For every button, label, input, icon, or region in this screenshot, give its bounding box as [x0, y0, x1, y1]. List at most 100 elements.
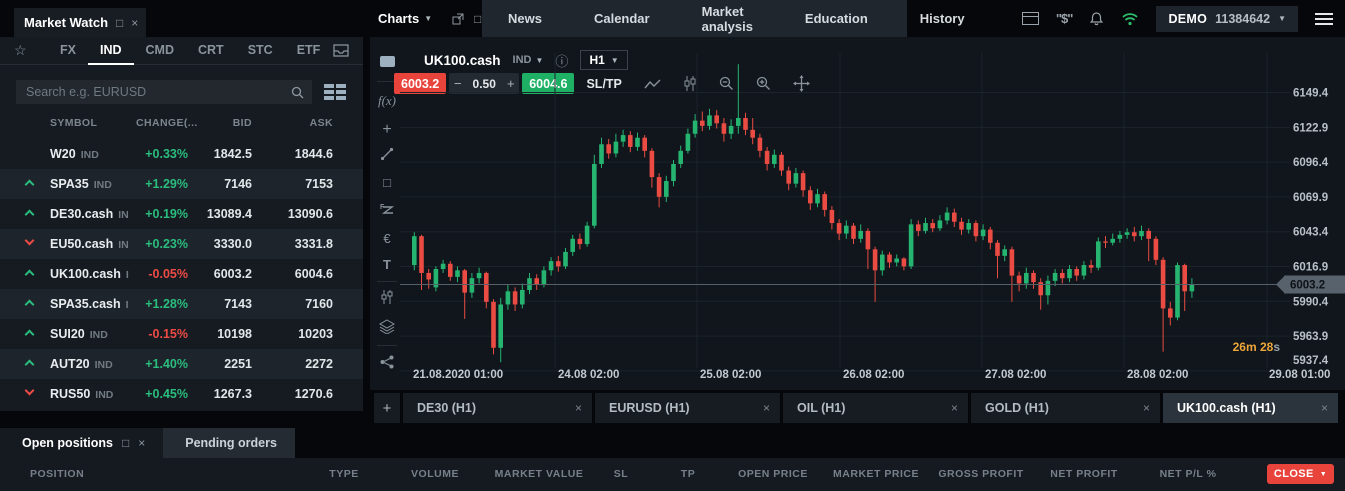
- fibonacci-icon[interactable]: F: [374, 203, 400, 219]
- chart-tab-oil[interactable]: OIL (H1) ×: [783, 393, 968, 423]
- ask-price[interactable]: 1844.6: [294, 147, 333, 161]
- ask-price[interactable]: 3331.8: [294, 237, 333, 251]
- bid-price[interactable]: 1267.3: [213, 387, 252, 401]
- bid-price[interactable]: 7146: [224, 177, 252, 191]
- tab-education[interactable]: Education: [804, 11, 868, 26]
- timeframe-selector[interactable]: H1 ▼: [580, 50, 628, 70]
- close-icon[interactable]: ×: [1142, 401, 1150, 415]
- sltp-button[interactable]: SL/TP: [586, 76, 622, 91]
- ask-price[interactable]: 13090.6: [287, 207, 333, 221]
- tab-stc[interactable]: STC: [247, 42, 273, 57]
- close-icon[interactable]: ×: [950, 401, 958, 415]
- close-icon[interactable]: ×: [762, 401, 770, 415]
- bid-price[interactable]: 3330.0: [213, 237, 252, 251]
- ask-price[interactable]: 1270.6: [294, 387, 333, 401]
- market-watch-window-tab[interactable]: Market Watch □ ×: [14, 8, 146, 37]
- tab-market-analysis[interactable]: Market analysis: [701, 3, 753, 34]
- trend-line-icon[interactable]: [374, 147, 400, 164]
- bid-price[interactable]: 2251: [224, 357, 252, 371]
- positions-header: CLOSE ▼ POSITION TYPE VOLUME MARKET VALUE SL…: [0, 458, 1345, 491]
- tab-fx[interactable]: FX: [60, 42, 76, 57]
- ask-price[interactable]: 10203: [298, 327, 333, 341]
- market-row-SPA35[interactable]: SPA35 IND +1.29% 7146 7153: [0, 169, 363, 199]
- chart-tab-de30[interactable]: DE30 (H1) ×: [403, 393, 592, 423]
- maximize-icon[interactable]: □: [116, 15, 124, 30]
- buy-button[interactable]: 6004.6: [522, 73, 575, 94]
- bid-price[interactable]: 10198: [217, 327, 252, 341]
- candlestick-chart[interactable]: 6149.4 6122.9 6096.4 6069.9 6043.4 6016.9 5990…: [400, 45, 1345, 390]
- pan-crosshair-icon[interactable]: [792, 75, 810, 92]
- market-row-EU50.cash[interactable]: EU50.cash IN +0.23% 3330.0 3331.8: [0, 229, 363, 259]
- tab-open-positions[interactable]: Open positions □ ×: [0, 428, 164, 458]
- text-tool-icon[interactable]: T: [383, 257, 391, 272]
- svg-text:F: F: [380, 204, 385, 211]
- bid-price[interactable]: 13089.4: [206, 207, 252, 221]
- ask-price[interactable]: 7160: [305, 297, 333, 311]
- chart-tab-uk100[interactable]: UK100.cash (H1) ×: [1163, 393, 1338, 423]
- market-row-SPA35.cash[interactable]: SPA35.cash I +1.28% 7143 7160: [0, 289, 363, 319]
- svg-text:6003.2: 6003.2: [1290, 280, 1325, 292]
- candle-settings-icon[interactable]: [374, 289, 400, 308]
- tab-history[interactable]: History: [919, 11, 965, 26]
- info-icon[interactable]: ⓘ: [555, 53, 569, 69]
- minus-button[interactable]: −: [453, 76, 462, 91]
- new-chart-button[interactable]: +: [374, 393, 400, 423]
- market-row-W20[interactable]: W20 IND +0.33% 1842.5 1844.6: [0, 139, 363, 169]
- ask-price[interactable]: 7153: [305, 177, 333, 191]
- ask-price[interactable]: 2272: [305, 357, 333, 371]
- add-icon[interactable]: +: [382, 121, 392, 138]
- maximize-icon[interactable]: □: [121, 436, 130, 450]
- close-all-button[interactable]: CLOSE ▼: [1267, 464, 1334, 484]
- market-watch-rows: W20 IND +0.33% 1842.5 1844.6 SPA35 IND +1.29% 71…: [0, 139, 363, 409]
- chart-tab-gold[interactable]: GOLD (H1) ×: [971, 393, 1160, 423]
- bid-price[interactable]: 6003.2: [213, 267, 252, 281]
- market-row-SUI20[interactable]: SUI20 IND -0.15% 10198 10203: [0, 319, 363, 349]
- tab-ind[interactable]: IND: [87, 37, 134, 65]
- zoom-in-icon[interactable]: [756, 76, 771, 91]
- chart-tab-eurusd[interactable]: EURUSD (H1) ×: [595, 393, 780, 423]
- tab-pending-orders[interactable]: Pending orders: [163, 428, 295, 458]
- account-selector[interactable]: DEMO 11384642 ▼: [1156, 5, 1298, 32]
- market-selector[interactable]: IND ▼: [512, 54, 544, 66]
- tab-crt[interactable]: CRT: [197, 42, 224, 57]
- ask-price[interactable]: 6004.6: [294, 267, 333, 281]
- charts-menu-button[interactable]: Charts ▼: [378, 11, 433, 26]
- maximize-icon[interactable]: □: [474, 11, 482, 26]
- price-alert-dollar-icon[interactable]: "$": [1055, 11, 1074, 26]
- close-icon[interactable]: ×: [138, 436, 146, 450]
- bid-price[interactable]: 1842.5: [213, 147, 252, 161]
- close-icon[interactable]: ×: [574, 401, 582, 415]
- indicators-icon[interactable]: f(x): [377, 93, 397, 108]
- market-row-DE30.cash[interactable]: DE30.cash IN +0.19% 13089.4 13090.6: [0, 199, 363, 229]
- bell-icon[interactable]: [1089, 11, 1104, 26]
- plus-button[interactable]: +: [506, 76, 515, 91]
- line-chart-icon[interactable]: [644, 78, 661, 90]
- shapes-icon[interactable]: □: [383, 175, 391, 190]
- chart-type-icon[interactable]: [374, 55, 400, 70]
- popout-icon[interactable]: [452, 13, 464, 25]
- tab-news[interactable]: News: [508, 11, 542, 26]
- close-icon[interactable]: ×: [1320, 401, 1328, 415]
- bid-price[interactable]: 7143: [224, 297, 252, 311]
- tray-icon[interactable]: [333, 44, 349, 57]
- market-row-AUT20[interactable]: AUT20 IND +1.40% 2251 2272: [0, 349, 363, 379]
- candlestick-view-icon[interactable]: [683, 76, 697, 91]
- layout-icon[interactable]: [1021, 12, 1039, 25]
- search-icon[interactable]: [291, 86, 304, 99]
- favorites-star-icon[interactable]: ☆: [14, 42, 27, 58]
- close-icon[interactable]: ×: [131, 15, 139, 30]
- grid-view-icon[interactable]: [324, 84, 346, 100]
- share-icon[interactable]: [374, 355, 400, 372]
- elliott-wave-icon[interactable]: €: [383, 231, 391, 246]
- tab-cmd[interactable]: CMD: [145, 42, 174, 57]
- sell-button[interactable]: 6003.2: [394, 73, 447, 94]
- layers-icon[interactable]: [374, 319, 400, 337]
- search-input[interactable]: [24, 84, 291, 100]
- hamburger-menu-icon[interactable]: [1315, 12, 1333, 25]
- market-row-UK100.cash[interactable]: UK100.cash I -0.05% 6003.2 6004.6: [0, 259, 363, 289]
- tab-calendar[interactable]: Calendar: [593, 11, 650, 26]
- market-row-RUS50[interactable]: RUS50 IND +0.45% 1267.3 1270.6: [0, 379, 363, 409]
- tab-etf[interactable]: ETF: [296, 42, 321, 57]
- symbol-search[interactable]: [16, 80, 312, 104]
- zoom-out-icon[interactable]: [719, 76, 734, 91]
